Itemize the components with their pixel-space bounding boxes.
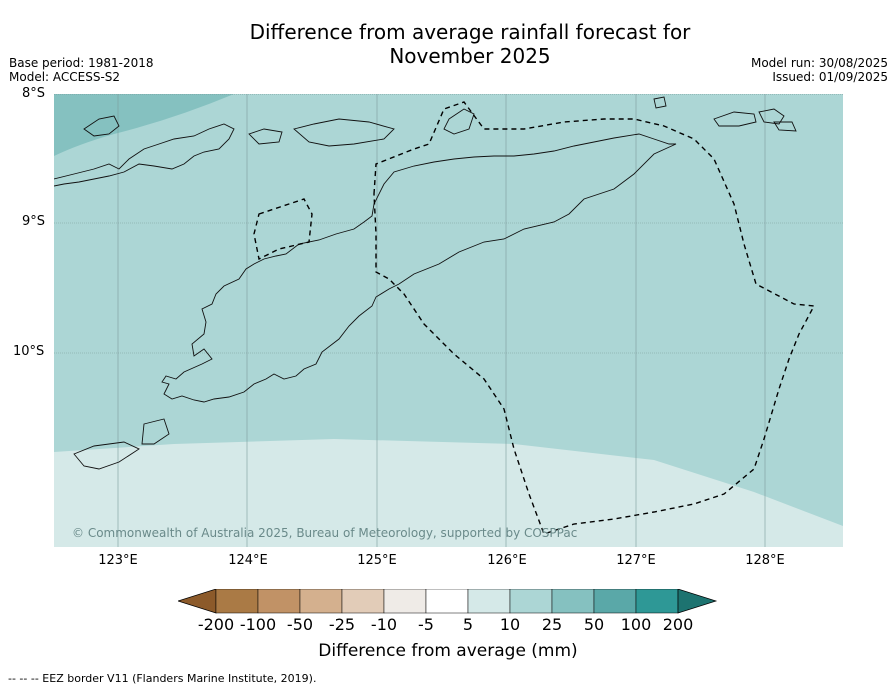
colorbar-tick-label: -25: [329, 615, 355, 634]
eez-border: [253, 101, 816, 535]
map-svg: [54, 94, 843, 547]
eez-border-note: -- -- -- EEZ border V11 (Flanders Marine…: [8, 672, 317, 685]
rainfall-zone-5-10: [54, 439, 843, 547]
islet-coastline-6: [713, 111, 757, 127]
colorbar-tick-label: 100: [621, 615, 652, 634]
colorbar-tick-label: 50: [584, 615, 604, 634]
islet-coastline-9: [141, 418, 170, 445]
lon-label-127e: 127°E: [616, 553, 656, 568]
issued-date: Issued: 01/09/2025: [772, 70, 888, 84]
lon-label-123e: 123°E: [98, 553, 138, 568]
colorbar-bin: [383, 588, 427, 614]
colorbar-bin: [509, 588, 553, 614]
islet-coastline-5: [653, 96, 667, 109]
colorbar-tick-label: 25: [542, 615, 562, 634]
colorbar-tick-label: 200: [663, 615, 694, 634]
islet-coastline-4: [443, 108, 475, 135]
islet-coastline-3: [293, 118, 395, 147]
colorbar-bin: [551, 588, 595, 614]
colorbar-tick-label: 5: [463, 615, 473, 634]
copyright-text: © Commonwealth of Australia 2025, Bureau…: [72, 526, 578, 540]
model-name: Model: ACCESS-S2: [9, 70, 121, 84]
lon-label-125e: 125°E: [357, 553, 397, 568]
lat-label-10s: 10°S: [13, 344, 45, 359]
colorbar-bin: [215, 588, 259, 614]
colorbar-tick-label: -5: [418, 615, 434, 634]
base-info: Base period: 1981-2018 Model: ACCESS-S2: [9, 56, 154, 84]
colorbar-legend: -200 -100 -50 -25 -10 -5 5 10 25 50 100 200: [176, 588, 720, 648]
graticule: [54, 94, 843, 547]
colorbar-bin: [341, 588, 385, 614]
islet-coastline-10: [73, 441, 140, 470]
colorbar-low-extension: [176, 588, 217, 614]
colorbar-tick-label: -10: [371, 615, 397, 634]
colorbar-bin: [257, 588, 301, 614]
islet-coastline-2: [248, 128, 283, 145]
map-area[interactable]: © Commonwealth of Australia 2025, Bureau…: [54, 94, 843, 547]
coastlines: [54, 96, 797, 470]
colorbar-bin: [635, 588, 679, 614]
colorbar-bin: [299, 588, 343, 614]
base-period: Base period: 1981-2018: [9, 56, 154, 70]
colorbar: -200 -100 -50 -25 -10 -5 5 10 25 50 100 200: [176, 588, 718, 634]
colorbar-high-extension: [677, 588, 718, 614]
islet-coastline-7: [758, 108, 785, 125]
colorbar-bin: [593, 588, 637, 614]
lat-label-8s: 8°S: [22, 86, 46, 101]
northern-island-coastline: [54, 123, 235, 187]
islet-coastline-8: [773, 121, 797, 132]
colorbar-bin: [467, 588, 511, 614]
colorbar-tick-label: -50: [287, 615, 313, 634]
colorbar-tick-label: -100: [240, 615, 276, 634]
title-line-2: November 2025: [389, 44, 551, 68]
lon-label-126e: 126°E: [487, 553, 527, 568]
islet-coastline-1: [83, 115, 120, 137]
lon-label-128e: 128°E: [745, 553, 785, 568]
rainfall-zone-25-50: [54, 94, 234, 156]
colorbar-tick-label: 10: [500, 615, 520, 634]
map-title: Difference from average rainfall forecas…: [0, 20, 896, 68]
title-line-1: Difference from average rainfall forecas…: [249, 20, 691, 44]
timor-island-coastline: [161, 133, 677, 403]
colorbar-tick-label: -200: [198, 615, 234, 634]
colorbar-bin: [425, 588, 469, 614]
run-info: Model run: 30/08/2025 Issued: 01/09/2025: [751, 56, 888, 84]
lat-label-9s: 9°S: [22, 214, 46, 229]
lon-label-124e: 124°E: [228, 553, 268, 568]
model-run-date: Model run: 30/08/2025: [750, 56, 888, 70]
legend-title: Difference from average (mm): [318, 641, 578, 661]
